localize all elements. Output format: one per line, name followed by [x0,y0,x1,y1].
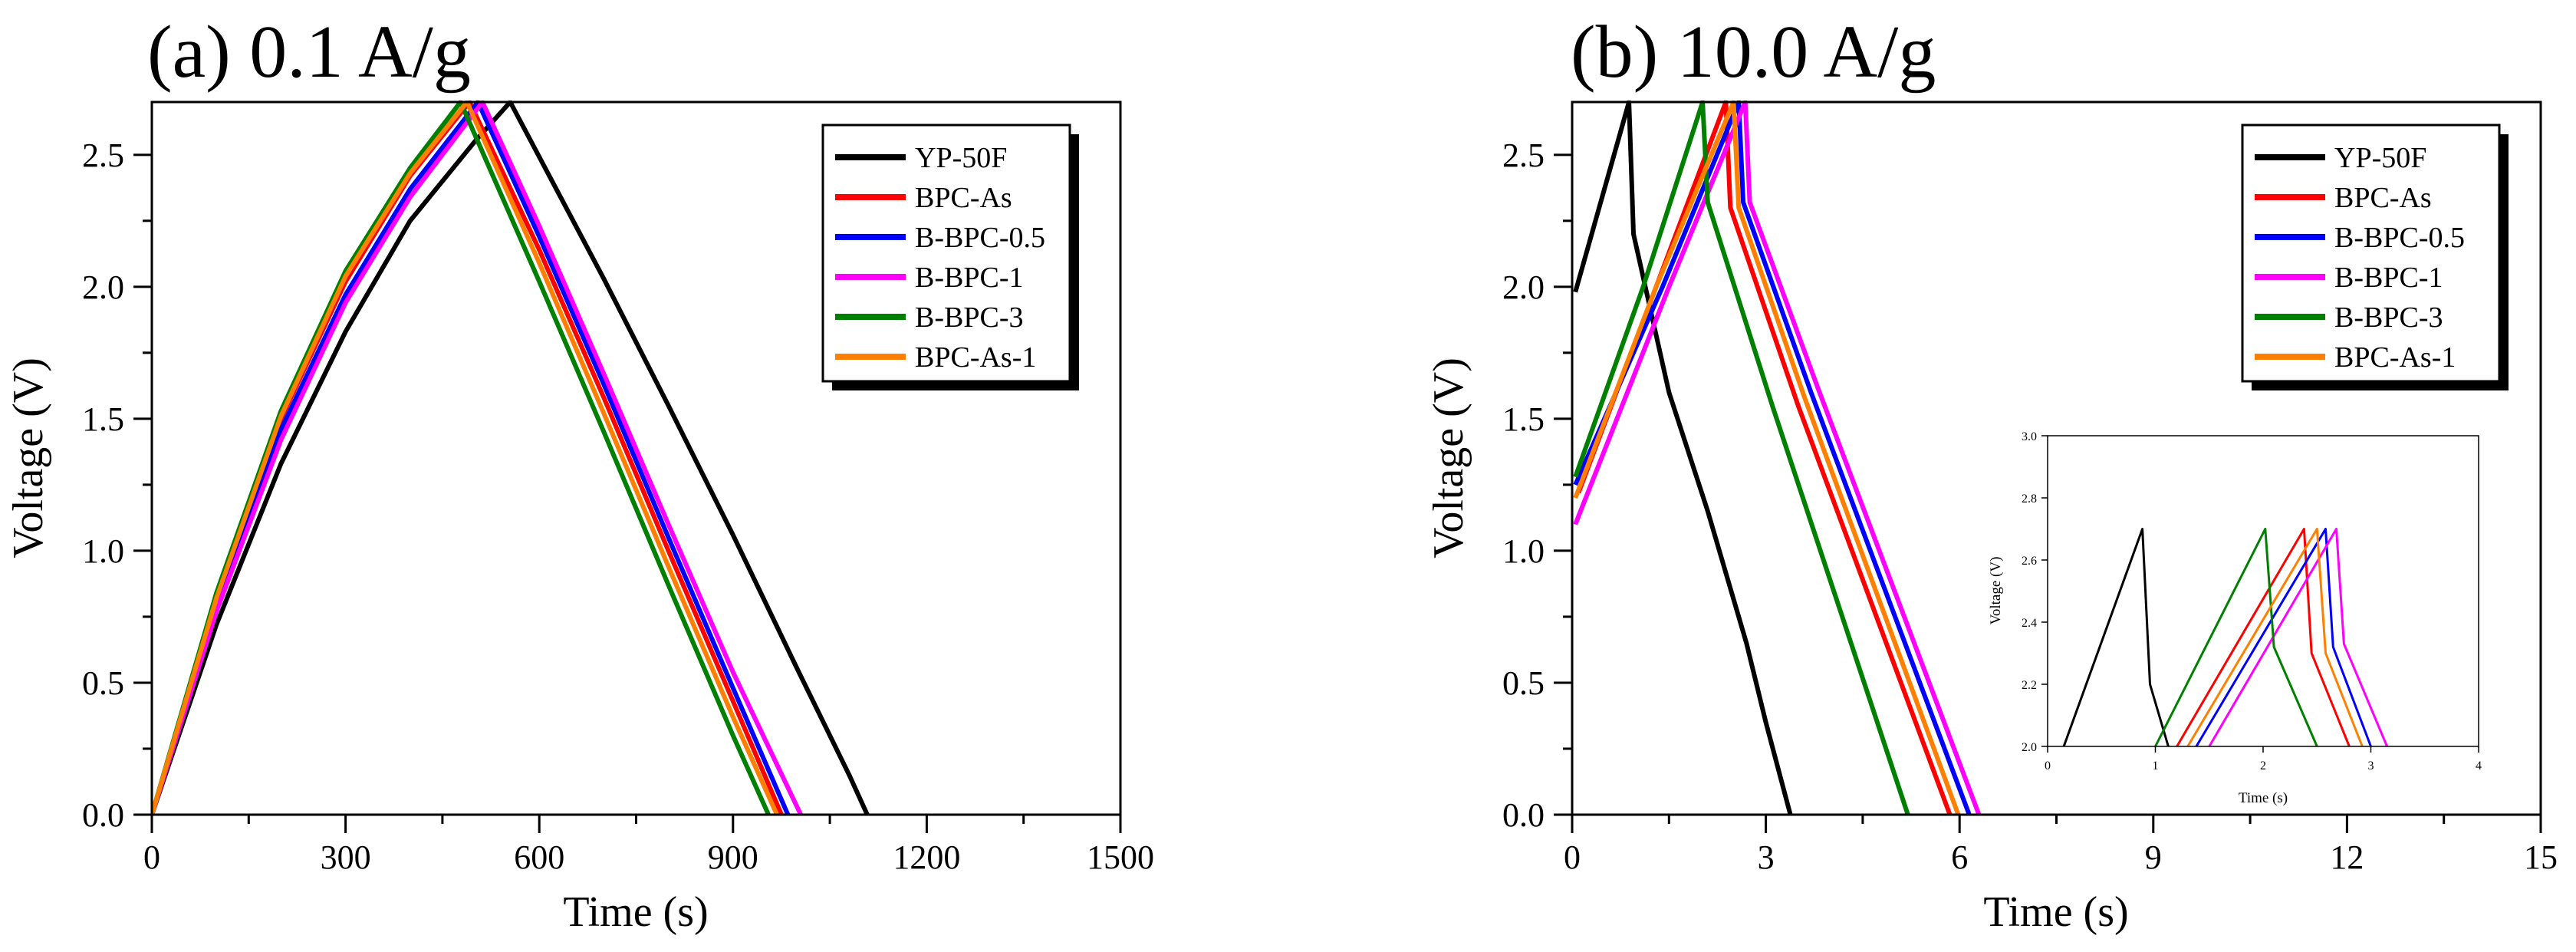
x-tick-label: 1 [2153,759,2159,772]
x-tick-label: 600 [514,838,564,876]
legend-box [2241,124,2501,383]
legend-label: YP-50F [915,142,1007,174]
legend-label: B-BPC-0.5 [915,222,1045,254]
legend-label: BPC-As-1 [915,341,1036,374]
y-tick-label: 0.5 [1502,664,1545,702]
series-line-b-bpc-1 [152,100,803,816]
y-tick-label: 2.4 [2022,617,2037,630]
y-tick-label: 2.6 [2022,555,2037,568]
y-tick-label: 1.5 [1502,400,1545,438]
y-tick-label: 0.0 [82,796,124,834]
legend-label: BPC-As [915,182,1012,214]
legend-label: B-BPC-0.5 [2334,222,2465,254]
legend: YP-50F BPC-As B-BPC-0.5 B-BPC-1 B-BPC-3 BPC-A… [821,124,1079,390]
y-axis-title: Voltage (V) [5,357,52,558]
series-line-b-bpc-3 [152,100,771,816]
chart-b-inset: 0 1 2 3 4 2.0 2.2 2.4 2.6 2.8 3.0 Time (s) Voltage (… [1988,430,2482,806]
legend-label: B-BPC-3 [915,301,1023,334]
series-line-bpc-as [2176,528,2351,747]
x-axis-title: Time (s) [1983,888,2128,936]
series-line-bpc-as-1 [1573,100,1961,816]
x-tick-label: 15 [2524,838,2558,876]
y-tick-label: 1.0 [82,532,124,570]
x-tick-label: 3 [2368,759,2374,772]
y-tick-label: 0.5 [82,664,124,702]
x-tick-label: 2 [2260,759,2266,772]
x-tick-label: 6 [1951,838,1968,876]
legend-box [821,124,1071,383]
y-tick-label: 2.5 [82,137,124,174]
x-tick-label: 900 [708,838,758,876]
y-tick-label: 2.0 [82,268,124,306]
x-tick-label: 9 [2145,838,2162,876]
series-line-bpc-as [152,100,784,816]
y-tick-label: 2.5 [1502,137,1545,174]
series-line-b-bpc-3 [1573,100,1910,815]
y-tick-label: 2.2 [2022,679,2037,692]
legend-label: B-BPC-1 [915,262,1023,294]
series-line-b-bpc-0-5 [1573,100,1972,816]
series-line-bpc-as-1 [2186,528,2364,747]
legend-label: B-BPC-3 [2334,301,2443,334]
series-line-yp-50f [2062,528,2170,747]
chart-b: (b) 10.0 A/g0 3 6 9 12 150.00.51.01.52.02.5Ti… [1425,11,2558,936]
series-line-yp-50f [1573,100,1793,815]
y-axis-title: Voltage (V) [1425,357,1472,558]
y-tick-label: 1.5 [82,400,124,438]
x-tick-label: 1200 [893,838,960,876]
series-group [1573,100,1982,816]
legend-label: YP-50F [2334,142,2426,174]
chart-title: (b) 10.0 A/g [1571,11,1936,94]
y-tick-label: 2.0 [1502,268,1545,306]
y-axis-title: Voltage (V) [1988,557,2004,625]
legend-label: BPC-As-1 [2334,341,2456,374]
series-line-bpc-as-1 [152,100,779,816]
x-tick-label: 1500 [1087,838,1154,876]
chart-a: (a) 0.1 A/g 0 300 600 900 1200 1500 0.0 0.5 1.0 1.… [5,11,1154,936]
chart-title: (a) 0.1 A/g [147,11,471,94]
x-tick-label: 300 [321,838,371,876]
y-tick-label: 3.0 [2022,430,2037,443]
y-tick-label: 2.0 [2022,741,2037,754]
x-tick-label: 4 [2476,759,2482,772]
x-tick-label: 0 [143,838,160,876]
legend-label: BPC-As [2334,182,2432,214]
y-tick-label: 2.8 [2022,492,2037,506]
x-axis-title: Time (s) [2239,790,2288,806]
y-tick-label: 0.0 [1502,796,1545,834]
series-line-b-bpc-3 [2154,528,2318,747]
x-tick-label: 0 [2045,759,2051,772]
plot-frame [2047,435,2479,747]
series-group [2062,528,2388,747]
y-tick-label: 1.0 [1502,532,1545,570]
x-tick-label: 0 [1564,838,1581,876]
x-tick-label: 12 [2330,838,2364,876]
series-group [152,100,870,816]
series-line-b-bpc-0-5 [2195,528,2372,747]
legend: YP-50F BPC-As B-BPC-0.5 B-BPC-1 B-BPC-3 BPC-A… [2241,124,2509,390]
legend-label: B-BPC-1 [2334,262,2443,294]
x-axis-title: Time (s) [563,888,708,936]
x-tick-label: 3 [1758,838,1775,876]
series-line-b-bpc-1 [1573,100,1982,816]
